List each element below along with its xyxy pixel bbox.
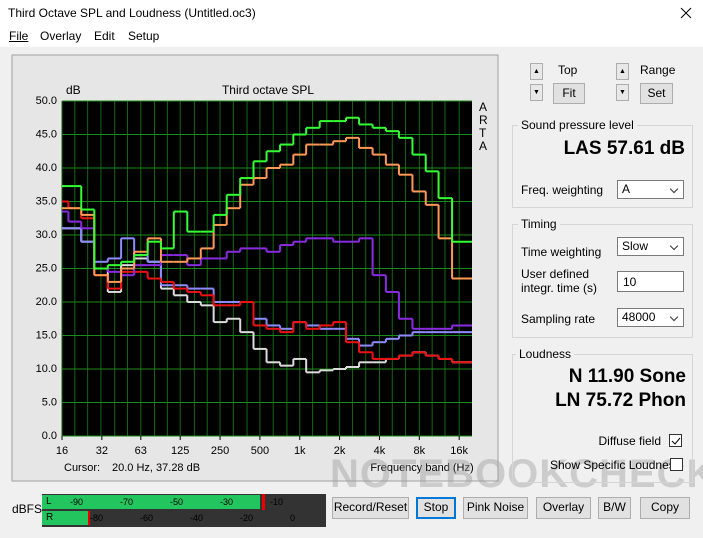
menu-item[interactable]: File [9,29,29,43]
brand: ARTA [479,100,488,153]
record-button[interactable]: Record/Reset [332,497,409,519]
x-axis-label: Frequency band (Hz) [370,462,473,474]
pink-noise-button[interactable]: Pink Noise [463,497,528,519]
spl-title: Sound pressure level [518,118,637,132]
channel-label: L [46,496,52,507]
y-tick-label: 10.0 [36,363,57,375]
stop-button[interactable]: Stop [416,497,456,519]
y-tick-label: 30.0 [36,229,57,241]
y-tick-label: 15.0 [36,329,57,341]
timing-group [512,224,693,338]
meter-scale-label: -30 [220,497,234,507]
meter-peak-l [262,494,265,510]
y-tick-label: 45.0 [36,128,57,140]
time-weighting-label: Time weighting [521,245,602,259]
y-tick-label: 20.0 [36,296,57,308]
top-label: Top [558,63,578,77]
y-tick-label: 5.0 [42,396,57,408]
meter-scale-label: -50 [170,497,184,507]
cursor-label: Cursor: [64,462,100,474]
y-tick-label: 40.0 [36,162,57,174]
y-tick-label: 50.0 [36,95,57,107]
weighting-label: Freq. weighting [521,183,604,197]
x-tick-label: 250 [211,445,229,457]
loudness-group [512,354,693,483]
sampling-label: Sampling rate [521,312,596,326]
meter-scale-label: 0 [290,513,296,523]
meter-scale-label: -80 [90,513,104,523]
diffuse-checkbox[interactable] [669,434,682,447]
top-up[interactable]: ▲ [530,63,543,80]
meter-scale-label: -90 [70,497,84,507]
y-tick-label: 25.0 [36,262,57,274]
window-title: Third Octave SPL and Loudness (Untitled.… [8,6,256,20]
title-bar [0,0,703,27]
fit-button[interactable]: Fit [553,83,585,104]
specific-checkbox[interactable] [670,458,683,471]
meter-scale-label: -70 [120,497,134,507]
y-axis-label: dB [66,83,81,97]
integr-input[interactable]: 10 [617,271,684,292]
menu-item[interactable]: Edit [94,29,115,43]
menu-item[interactable]: Setup [128,29,160,43]
meter-scale-label: -60 [140,513,154,523]
loudness-title: Loudness [516,347,575,361]
weighting-combo[interactable]: A [617,180,684,199]
meter-unit: dBFS [12,502,43,516]
overlay-button[interactable]: Overlay [536,497,591,519]
loudness-ln: LN 75.72 Phon [555,390,686,411]
time-weighting-combo[interactable]: Slow [617,237,684,256]
x-tick-label: 8k [414,445,426,457]
spl-reading: LAS 57.61 dB [563,138,685,159]
cursor-value: 20.0 Hz, 37.28 dB [112,462,200,474]
x-tick-label: 4k [374,445,386,457]
menu-bar [0,27,703,47]
bw-button[interactable]: B/W [598,497,631,519]
meter-scale-label: -10 [270,497,284,507]
x-tick-label: 500 [251,445,269,457]
x-tick-label: 1k [294,445,306,457]
meter-bar-r [42,511,88,525]
meter-peak-r [88,511,90,525]
x-tick-label: 16k [450,445,468,457]
timing-title: Timing [518,217,560,231]
chart-title: Third octave SPL [222,83,314,97]
y-tick-label: 0.0 [42,430,57,442]
meter-scale-label: -40 [190,513,204,523]
range-down[interactable]: ▼ [616,84,629,101]
x-tick-label: 2k [334,445,346,457]
meter-scale-label: -20 [240,513,254,523]
x-tick-label: 16 [56,445,68,457]
integr-label: User defined integr. time (s) [521,267,598,295]
set-button[interactable]: Set [640,83,673,104]
x-tick-label: 32 [96,445,108,457]
close-button[interactable] [680,7,692,19]
range-up[interactable]: ▲ [616,63,629,80]
diffuse-label: Diffuse field [598,434,661,448]
y-tick-label: 35.0 [36,195,57,207]
loudness-n: N 11.90 Sone [568,366,686,387]
range-label: Range [640,63,676,77]
top-down[interactable]: ▼ [530,84,543,101]
channel-label: R [46,512,54,523]
sampling-combo[interactable]: 48000 [617,308,684,327]
x-tick-label: 125 [171,445,189,457]
specific-label: Show Specific Loudness [550,458,681,472]
x-tick-label: 63 [135,445,147,457]
menu-item[interactable]: Overlay [40,29,82,43]
copy-button[interactable]: Copy [640,497,690,519]
watermark: NOTEBOOKCHECK [330,452,703,496]
meter-bar-l [42,495,260,509]
